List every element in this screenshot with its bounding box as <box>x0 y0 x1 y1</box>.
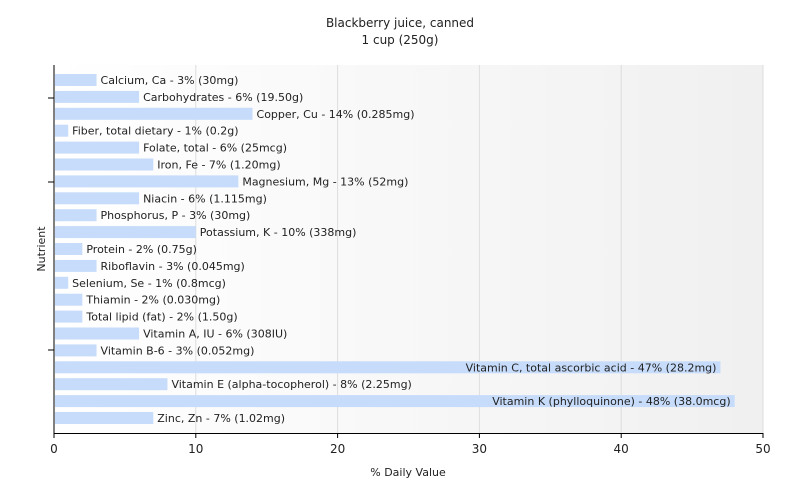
bar-label: Fiber, total dietary - 1% (0.2g) <box>72 125 238 138</box>
bar-label: Magnesium, Mg - 13% (52mg) <box>242 175 408 188</box>
bar <box>55 192 140 205</box>
bar <box>55 276 69 289</box>
bar-label: Iron, Fe - 7% (1.20mg) <box>157 159 280 172</box>
bar <box>55 209 97 222</box>
bar-label: Vitamin B-6 - 3% (0.052mg) <box>101 344 255 357</box>
bar <box>55 175 239 188</box>
x-axis-label: % Daily Value <box>370 466 446 479</box>
bar <box>55 74 97 86</box>
bar <box>55 395 735 408</box>
bar-label: Protein - 2% (0.75g) <box>86 243 197 256</box>
bar-label: Niacin - 6% (1.115mg) <box>143 192 267 205</box>
bar <box>55 90 140 103</box>
bar <box>55 259 97 272</box>
bar <box>55 378 168 391</box>
bar <box>55 344 97 357</box>
bar-label: Calcium, Ca - 3% (30mg) <box>101 74 239 87</box>
x-tick-label: 50 <box>755 442 770 456</box>
bar-label: Riboflavin - 3% (0.045mg) <box>101 260 245 273</box>
y-axis-label: Nutrient <box>35 226 48 272</box>
bar <box>55 327 140 340</box>
bar <box>55 107 253 120</box>
bar-label: Total lipid (fat) - 2% (1.50g) <box>85 311 237 324</box>
bar-labels: Calcium, Ca - 3% (30mg) Carbohydrates - 6… <box>72 74 730 425</box>
bar <box>55 412 154 424</box>
bar <box>55 361 721 374</box>
x-tick-label: 30 <box>472 442 487 456</box>
bar <box>55 226 196 239</box>
chart-subtitle: 1 cup (250g) <box>362 33 439 47</box>
x-tick-labels: 0 10 20 30 40 50 <box>50 442 770 456</box>
bar-label: Carbohydrates - 6% (19.50g) <box>143 91 303 104</box>
bars <box>55 74 735 424</box>
bar-label: Potassium, K - 10% (338mg) <box>200 226 357 239</box>
bar-label: Vitamin A, IU - 6% (308IU) <box>143 328 287 341</box>
x-tick-label: 20 <box>330 442 345 456</box>
bar-label: Zinc, Zn - 7% (1.02mg) <box>157 412 285 425</box>
bar-label: Selenium, Se - 1% (0.8mcg) <box>72 277 226 290</box>
bar <box>55 158 154 171</box>
x-tick-label: 0 <box>50 442 58 456</box>
bar-label: Folate, total - 6% (25mcg) <box>143 142 287 155</box>
bar-label: Thiamin - 2% (0.030mg) <box>85 294 220 307</box>
chart-title: Blackberry juice, canned <box>326 16 474 30</box>
bar-label: Vitamin K (phylloquinone) - 48% (38.0mcg… <box>492 395 730 408</box>
bar-label: Phosphorus, P - 3% (30mg) <box>101 209 251 222</box>
bar <box>55 310 83 323</box>
bar-label: Copper, Cu - 14% (0.285mg) <box>257 108 415 121</box>
bar <box>55 124 69 137</box>
bar <box>55 293 83 306</box>
bar-label: Vitamin E (alpha-tocopherol) - 8% (2.25m… <box>171 378 411 391</box>
x-tick-label: 40 <box>614 442 629 456</box>
bar <box>55 141 140 154</box>
bar-label: Vitamin C, total ascorbic acid - 47% (28… <box>466 361 717 374</box>
x-tick-label: 10 <box>188 442 203 456</box>
axes <box>48 65 764 438</box>
bar <box>55 243 83 255</box>
